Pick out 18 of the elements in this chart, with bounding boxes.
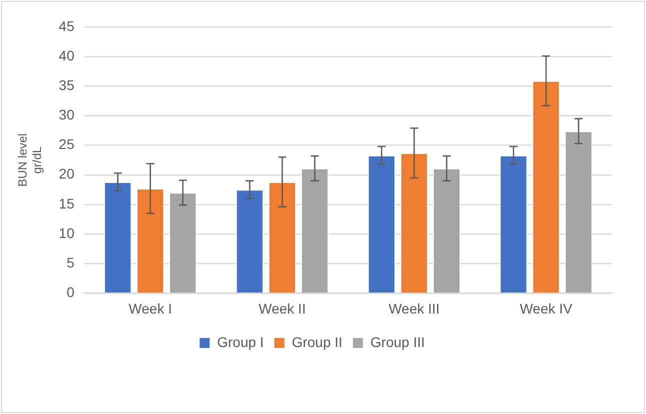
x-tick-label: Week III — [388, 300, 440, 316]
legend-label: Group I — [217, 334, 264, 350]
y-tick-label: 10 — [58, 224, 75, 241]
legend-label: Group II — [292, 334, 342, 350]
y-tick-label: 15 — [58, 195, 75, 212]
y-tick-label: 35 — [58, 77, 75, 94]
y-tick-label: 25 — [58, 136, 75, 152]
y-tick-label: 0 — [66, 284, 75, 300]
y-tick-label: 30 — [58, 106, 75, 123]
x-tick-label: Week I — [128, 300, 172, 316]
y-tick-label: 45 — [58, 18, 75, 34]
y-tick-label: 40 — [58, 47, 75, 64]
y-tick-label: 20 — [58, 166, 75, 182]
x-tick-label: Week II — [258, 300, 306, 316]
y-tick-label: 5 — [66, 254, 75, 270]
legend-label: Group III — [370, 334, 425, 350]
y-axis-title: BUN level gr/dL — [16, 133, 44, 187]
x-tick-label: Week IV — [520, 300, 574, 316]
